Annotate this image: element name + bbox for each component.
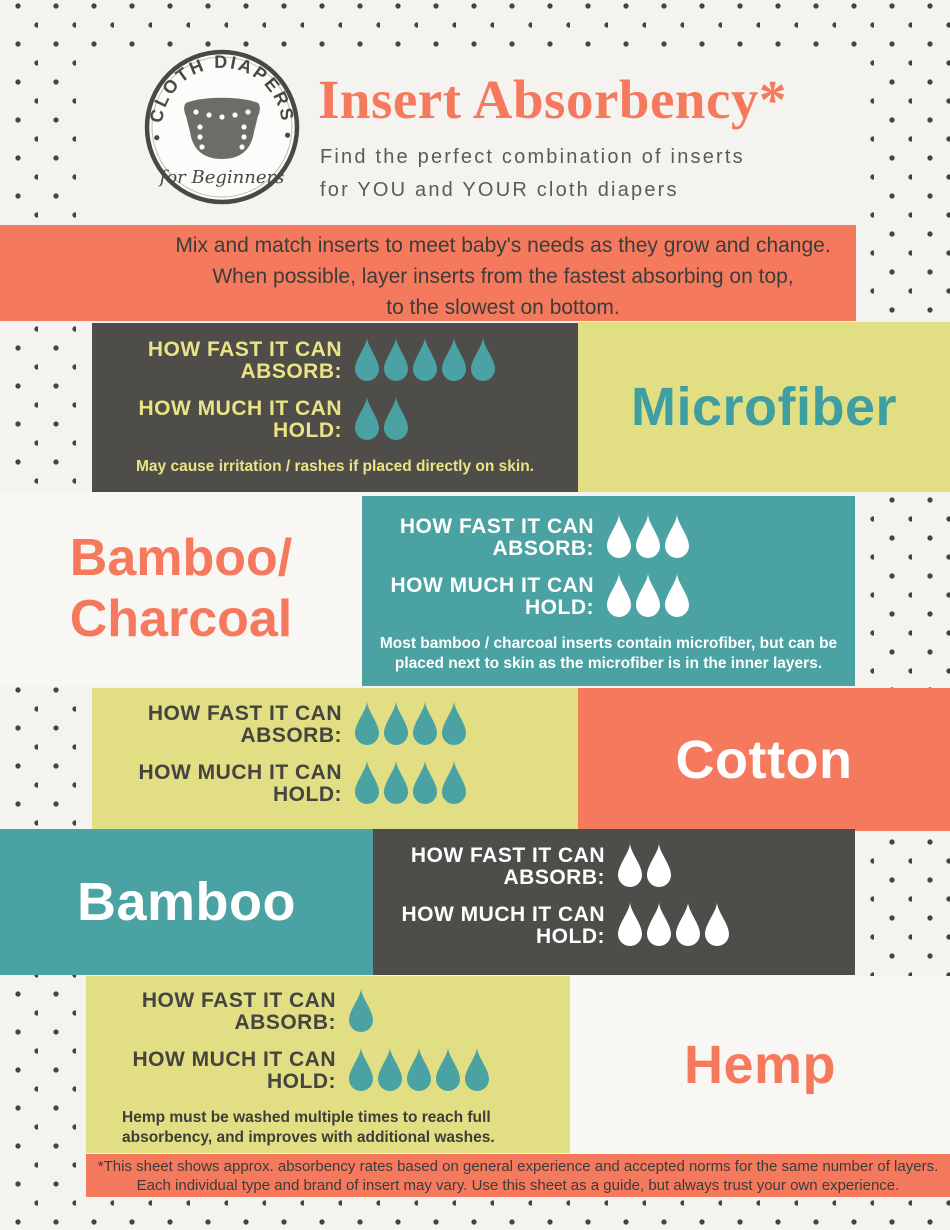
absorb-drops bbox=[348, 987, 377, 1035]
absorb-stat-row: HOW FAST IT CAN ABSORB: bbox=[86, 987, 570, 1035]
stat-label-hold: HOW MUCH IT CAN HOLD: bbox=[138, 397, 342, 442]
drop-icon bbox=[384, 760, 408, 804]
drop-icon bbox=[413, 337, 437, 381]
stat-label-hold: HOW MUCH IT CAN HOLD: bbox=[138, 761, 342, 806]
drop-icon bbox=[413, 760, 437, 804]
drop-icon bbox=[384, 337, 408, 381]
footer-disclaimer-banner: *This sheet shows approx. absorbency rat… bbox=[86, 1154, 950, 1197]
drop-icon bbox=[436, 1047, 460, 1091]
hold-drops bbox=[606, 572, 693, 620]
material-note: Most bamboo / charcoal inserts contain m… bbox=[379, 635, 838, 672]
drop-icon bbox=[384, 396, 408, 440]
drop-icon bbox=[636, 573, 660, 617]
stat-label-absorb: HOW FAST IT CAN ABSORB: bbox=[410, 844, 605, 889]
absorb-stat-row: HOW FAST IT CAN ABSORB: bbox=[362, 513, 855, 561]
hold-stat-row: HOW MUCH IT CAN HOLD: bbox=[373, 901, 855, 949]
drop-icon bbox=[442, 701, 466, 745]
hold-stat-row: HOW MUCH IT CAN HOLD: bbox=[86, 1046, 570, 1094]
footer-line-1: *This sheet shows approx. absorbency rat… bbox=[97, 1158, 939, 1175]
hold-stat-row: HOW MUCH IT CAN HOLD: bbox=[92, 395, 578, 443]
stat-label-absorb: HOW FAST IT CAN ABSORB: bbox=[399, 515, 594, 560]
bamboo-charcoal-stats-box: HOW FAST IT CAN ABSORB: HOW MUCH IT CAN … bbox=[362, 496, 855, 686]
material-name-line-2: Charcoal bbox=[69, 590, 293, 648]
drop-icon bbox=[413, 701, 437, 745]
bamboo-stats-box: HOW FAST IT CAN ABSORB: HOW MUCH IT CAN … bbox=[373, 829, 855, 975]
intro-banner: Mix and match inserts to meet baby's nee… bbox=[0, 225, 856, 321]
hold-drops bbox=[617, 901, 733, 949]
intro-line-2: When possible, layer inserts from the fa… bbox=[212, 265, 794, 288]
drop-icon bbox=[355, 701, 379, 745]
drop-icon bbox=[647, 902, 671, 946]
stat-label-hold: HOW MUCH IT CAN HOLD: bbox=[132, 1048, 336, 1093]
absorb-drops bbox=[617, 842, 675, 890]
stat-label-absorb: HOW FAST IT CAN ABSORB: bbox=[141, 989, 336, 1034]
material-note: Hemp must be washed multiple times to re… bbox=[122, 1109, 495, 1146]
drop-icon bbox=[378, 1047, 402, 1091]
hold-drops bbox=[354, 759, 470, 807]
material-name-line-1: Bamboo/ bbox=[69, 529, 293, 587]
page-title: Insert Absorbency* bbox=[318, 69, 787, 130]
drop-icon bbox=[349, 1047, 373, 1091]
hemp-name-box: Hemp bbox=[570, 976, 950, 1154]
material-note: May cause irritation / rashes if placed … bbox=[136, 458, 534, 475]
bamboo-name-box: Bamboo bbox=[0, 829, 373, 975]
cotton-stats-box: HOW FAST IT CAN ABSORB: HOW MUCH IT CAN … bbox=[92, 688, 578, 831]
stat-label-absorb: HOW FAST IT CAN ABSORB: bbox=[147, 702, 342, 747]
cloth-diapers-logo: • CLOTH DIAPERS • for Beginners bbox=[144, 49, 300, 205]
absorb-stat-row: HOW FAST IT CAN ABSORB: bbox=[373, 842, 855, 890]
drop-icon bbox=[607, 573, 631, 617]
absorb-drops bbox=[354, 700, 470, 748]
logo-script-text: for Beginners bbox=[158, 167, 285, 188]
drop-icon bbox=[442, 760, 466, 804]
hemp-stats-box: HOW FAST IT CAN ABSORB: HOW MUCH IT CAN … bbox=[86, 976, 570, 1153]
stat-label-hold: HOW MUCH IT CAN HOLD: bbox=[401, 903, 605, 948]
hold-stat-row: HOW MUCH IT CAN HOLD: bbox=[362, 572, 855, 620]
cotton-name-box: Cotton bbox=[578, 688, 950, 831]
absorb-drops bbox=[354, 336, 499, 384]
subtitle-line-1: Find the perfect combination of inserts bbox=[320, 146, 745, 168]
drop-icon bbox=[349, 988, 373, 1032]
drop-icon bbox=[618, 843, 642, 887]
footer-line-2: Each individual type and brand of insert… bbox=[136, 1177, 900, 1194]
absorb-stat-row: HOW FAST IT CAN ABSORB: bbox=[92, 336, 578, 384]
drop-icon bbox=[471, 337, 495, 381]
page-subtitle: Find the perfect combination of inserts … bbox=[320, 141, 840, 207]
stat-label-absorb: HOW FAST IT CAN ABSORB: bbox=[147, 338, 342, 383]
drop-icon bbox=[355, 337, 379, 381]
drop-icon bbox=[442, 337, 466, 381]
bamboo-charcoal-name-box: Bamboo/ Charcoal bbox=[0, 492, 362, 686]
intro-line-3: to the slowest on bottom. bbox=[386, 296, 620, 319]
drop-icon bbox=[705, 902, 729, 946]
drop-icon bbox=[607, 514, 631, 558]
drop-icon bbox=[647, 843, 671, 887]
drop-icon bbox=[355, 760, 379, 804]
drop-icon bbox=[407, 1047, 431, 1091]
microfiber-stats-box: HOW FAST IT CAN ABSORB: HOW MUCH IT CAN … bbox=[92, 323, 578, 492]
absorb-stat-row: HOW FAST IT CAN ABSORB: bbox=[92, 700, 578, 748]
drop-icon bbox=[618, 902, 642, 946]
intro-line-1: Mix and match inserts to meet baby's nee… bbox=[175, 234, 831, 257]
microfiber-name-box: Microfiber bbox=[578, 322, 950, 492]
hold-drops bbox=[354, 395, 412, 443]
hold-drops bbox=[348, 1046, 493, 1094]
drop-icon bbox=[676, 902, 700, 946]
subtitle-line-2: for YOU and YOUR cloth diapers bbox=[320, 179, 679, 201]
drop-icon bbox=[465, 1047, 489, 1091]
absorb-drops bbox=[606, 513, 693, 561]
diaper-icon bbox=[184, 97, 260, 159]
stat-label-hold: HOW MUCH IT CAN HOLD: bbox=[390, 574, 594, 619]
drop-icon bbox=[636, 514, 660, 558]
drop-icon bbox=[384, 701, 408, 745]
hold-stat-row: HOW MUCH IT CAN HOLD: bbox=[92, 759, 578, 807]
drop-icon bbox=[665, 514, 689, 558]
drop-icon bbox=[355, 396, 379, 440]
drop-icon bbox=[665, 573, 689, 617]
